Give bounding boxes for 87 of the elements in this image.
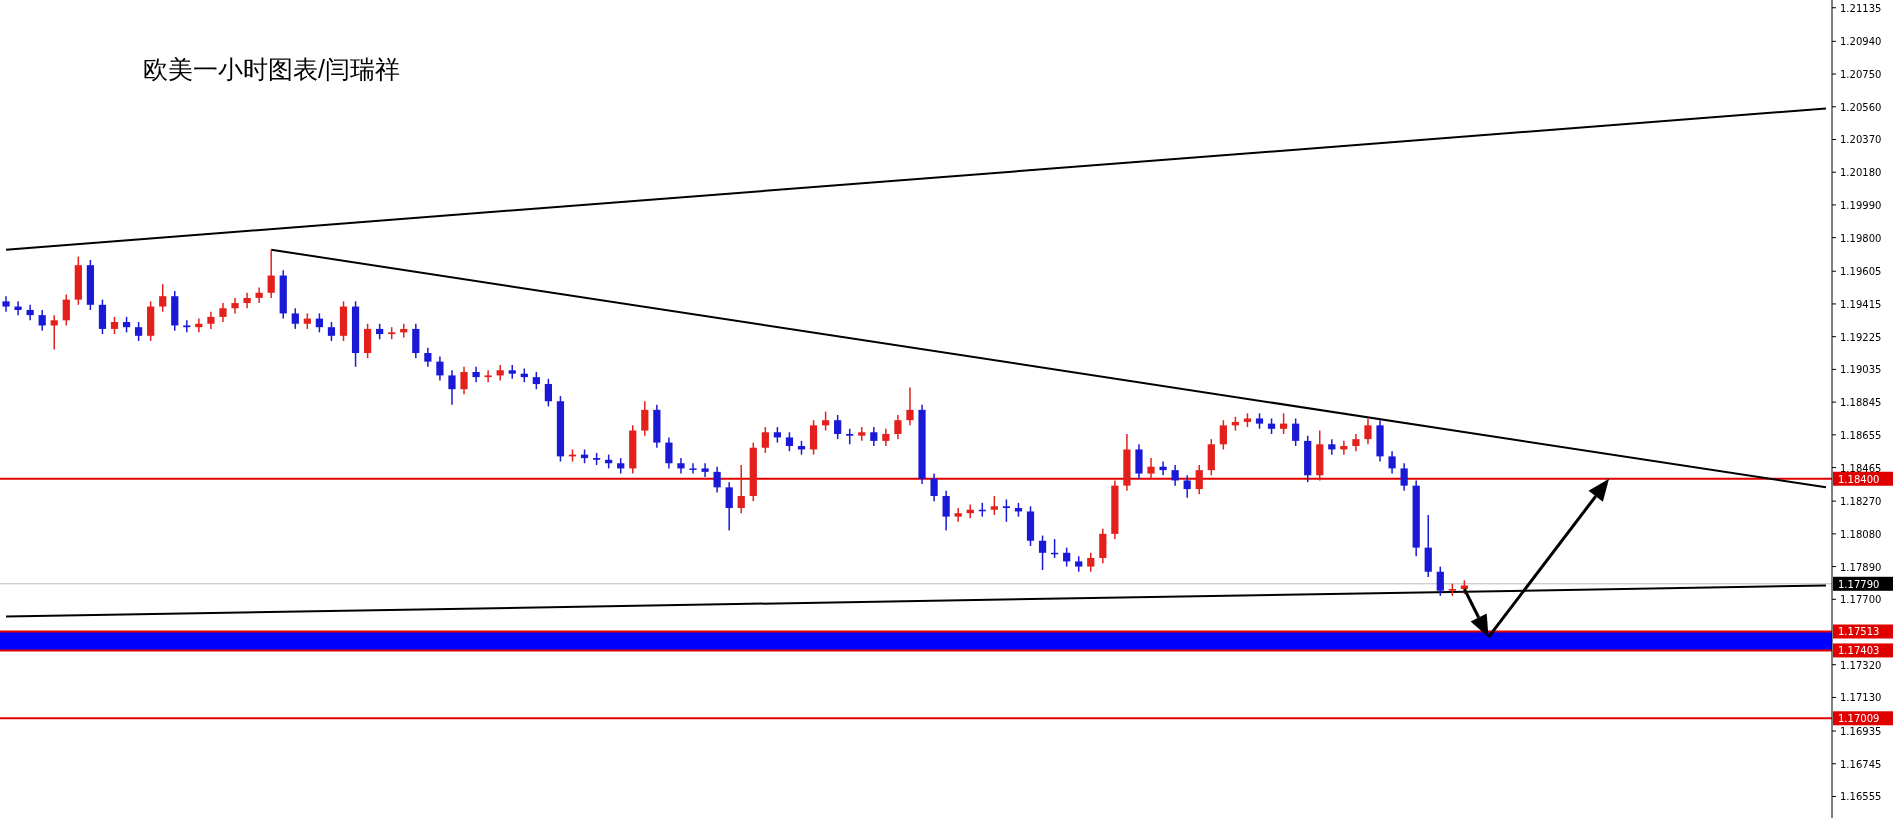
candlestick: [1038, 534, 1047, 571]
candlestick: [159, 283, 167, 313]
candlestick: [448, 369, 456, 406]
candlestick: [1388, 450, 1396, 475]
y-tick-label: 1.18270: [1840, 496, 1882, 508]
ref-line-label: 1.17790: [1838, 578, 1880, 590]
candlestick: [38, 309, 46, 332]
y-tick-label: 1.18655: [1840, 429, 1882, 441]
ref-line-label: 1.17513: [1838, 626, 1880, 638]
candlestick: [785, 431, 794, 452]
candlestick: [460, 366, 468, 396]
candlestick: [701, 462, 709, 478]
candlestick: [1364, 417, 1372, 446]
candlestick: [870, 426, 878, 447]
candlestick: [50, 314, 58, 351]
candlestick: [858, 426, 866, 442]
y-tick-label: 1.20750: [1840, 69, 1882, 81]
candlestick: [496, 364, 504, 382]
candlestick: [930, 472, 938, 502]
candlestick: [1279, 412, 1288, 435]
y-tick-label: 1.16555: [1840, 791, 1882, 803]
y-tick-label: 1.19800: [1840, 232, 1882, 244]
candlestick: [508, 364, 516, 380]
ref-line-label: 1.18400: [1838, 473, 1880, 485]
candlestick: [327, 321, 336, 342]
candlestick: [1063, 546, 1071, 568]
candlestick: [689, 462, 697, 475]
y-tick-label: 1.20180: [1840, 167, 1882, 179]
candlestick: [990, 495, 998, 516]
y-tick-label: 1.20940: [1840, 36, 1882, 48]
candlestick: [725, 481, 733, 532]
candlestick: [436, 355, 444, 382]
candlestick: [267, 248, 275, 299]
ref-line-label: 1.17403: [1838, 645, 1880, 657]
candlestick: [641, 400, 649, 437]
y-tick-label: 1.18845: [1840, 397, 1882, 409]
candlestick: [1183, 474, 1191, 499]
y-tick-label: 1.19605: [1840, 266, 1882, 278]
y-tick-label: 1.20560: [1840, 101, 1882, 113]
candlestick: [906, 386, 914, 427]
candlestick: [1292, 417, 1300, 447]
y-tick-label: 1.17890: [1840, 561, 1882, 573]
y-tick-label: 1.19035: [1840, 364, 1882, 376]
candlestick: [1087, 552, 1095, 573]
candlestick: [315, 312, 324, 334]
candlestick: [183, 319, 191, 334]
candlestick: [484, 369, 492, 384]
candlestick: [1159, 460, 1167, 477]
candlestick: [1171, 464, 1179, 487]
candlestick: [1400, 462, 1408, 492]
candlestick: [544, 378, 553, 408]
candlestick: [821, 410, 830, 432]
candlestick: [1219, 419, 1227, 451]
candlestick: [424, 347, 432, 368]
candlestick: [62, 293, 70, 327]
candlestick: [894, 414, 902, 440]
candlestick: [677, 457, 685, 475]
y-tick-label: 1.17700: [1840, 594, 1882, 606]
y-tick-label: 1.18465: [1840, 462, 1882, 474]
candlestick: [1328, 438, 1336, 456]
candlestick: [665, 436, 673, 470]
y-tick-label: 1.17130: [1840, 692, 1882, 704]
y-tick-label: 1.18080: [1840, 528, 1882, 540]
candlestick: [737, 464, 745, 514]
y-tick-label: 1.19990: [1840, 199, 1882, 211]
ref-line-label: 1.17009: [1838, 713, 1880, 725]
candlestick: [219, 302, 227, 323]
y-tick-label: 1.19415: [1840, 298, 1882, 310]
candlestick: [834, 414, 842, 440]
candlestick: [1147, 457, 1155, 480]
candlestick: [291, 307, 299, 330]
candlestick: [1436, 565, 1444, 597]
y-tick-label: 1.21135: [1840, 2, 1882, 14]
y-tick-label: 1.20370: [1840, 134, 1882, 146]
candlestick: [954, 507, 962, 523]
y-tick-label: 1.16935: [1840, 726, 1882, 738]
candlestick: [761, 426, 769, 454]
candlestick: [713, 465, 721, 494]
y-tick-label: 1.19225: [1840, 331, 1882, 343]
candlestick: [942, 490, 950, 532]
candlestick: [1002, 498, 1011, 523]
candlestick: [1195, 464, 1203, 495]
text: 欧美一小时图表/闫瑞祥: [143, 55, 400, 83]
candlestick: [14, 300, 22, 316]
y-tick-label: 1.17320: [1840, 659, 1882, 671]
y-tick-label: 1.16745: [1840, 758, 1882, 770]
candlestick: [134, 321, 143, 342]
